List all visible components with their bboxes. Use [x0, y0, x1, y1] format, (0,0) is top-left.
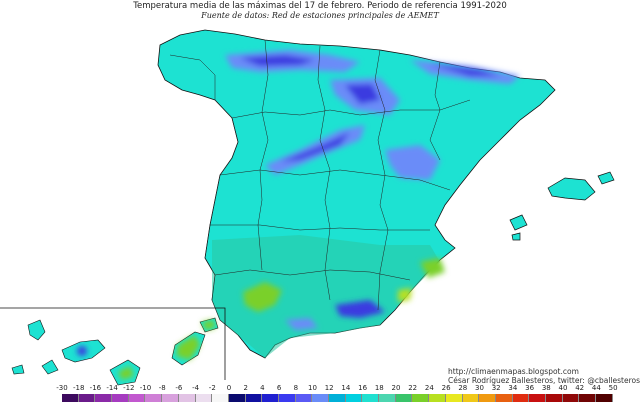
legend-swatch — [312, 394, 329, 402]
legend-tick-label: 18 — [374, 384, 384, 392]
legend-swatch — [529, 394, 546, 402]
legend-swatch — [412, 394, 430, 402]
legend-tick-label: 34 — [508, 384, 518, 392]
legend-swatch — [512, 394, 530, 402]
legend-swatch — [479, 394, 496, 402]
legend-swatch — [462, 394, 480, 402]
legend-swatch — [429, 394, 446, 402]
legend-tick-label: -12 — [123, 384, 135, 392]
legend-swatch — [545, 394, 563, 402]
legend-swatch — [162, 394, 179, 402]
legend-tick-label: 36 — [525, 384, 535, 392]
balearic-islands — [509, 171, 615, 241]
legend-tick-label: 42 — [575, 384, 585, 392]
cold-regions — [225, 50, 520, 330]
legend-swatch — [262, 394, 279, 402]
southern-warm-band — [212, 235, 440, 358]
legend-swatch — [195, 394, 213, 402]
legend-tick-label: -30 — [56, 384, 68, 392]
province-borders — [169, 39, 471, 311]
legend-tick-label: 40 — [558, 384, 568, 392]
legend-tick-label: 28 — [458, 384, 468, 392]
legend-tick-label: 6 — [276, 384, 282, 392]
legend-swatch — [78, 394, 96, 402]
legend-swatch — [228, 394, 246, 402]
legend-tick-label: 16 — [358, 384, 368, 392]
legend-tick-label: 10 — [308, 384, 317, 392]
legend-tick-label: 0 — [226, 384, 232, 392]
legend-tick-label: -8 — [158, 384, 166, 392]
legend-swatch — [345, 394, 363, 402]
legend-swatch — [295, 394, 313, 402]
legend-swatch — [245, 394, 263, 402]
legend-swatch — [95, 394, 113, 402]
legend-tick-label: 26 — [441, 384, 451, 392]
legend-tick-label: 8 — [293, 384, 299, 392]
legend-swatch — [395, 394, 413, 402]
legend-tick-label: 24 — [424, 384, 434, 392]
map-title: Temperatura media de las máximas del 17 … — [133, 1, 507, 11]
legend-swatch — [145, 394, 163, 402]
legend-swatch — [329, 394, 346, 402]
legend-swatch — [128, 394, 146, 402]
color-scale-legend — [62, 394, 613, 402]
legend-tick-label: 2 — [243, 384, 248, 392]
legend-tick-label: -16 — [89, 384, 102, 392]
legend-tick-label: -18 — [72, 384, 85, 392]
credit-url: http://climaenmapas.blogspot.com — [448, 367, 579, 376]
legend-swatch — [495, 394, 513, 402]
legend-tick-label: 4 — [260, 384, 265, 392]
legend-tick-label: 50 — [608, 384, 618, 392]
legend-swatch — [178, 394, 196, 402]
legend-tick-label: 30 — [475, 384, 484, 392]
canary-islands-inset — [0, 307, 226, 386]
legend-tick-label: -14 — [106, 384, 118, 392]
legend-swatch — [579, 394, 596, 402]
legend-tick-label: 14 — [341, 384, 351, 392]
legend-tick-label: -2 — [208, 384, 216, 392]
legend-tick-label: 12 — [324, 384, 334, 392]
legend-tick-label: 20 — [391, 384, 401, 392]
map-subtitle: Fuente de datos: Red de estaciones princ… — [201, 11, 439, 20]
legend-swatch — [379, 394, 396, 402]
legend-swatch — [212, 394, 229, 402]
legend-swatch — [445, 394, 463, 402]
legend-tick-labels: -30 -18 -16 -14 -12 -10 -8 -6 -4 -2 0 2 4 6 8 10 12 14 16 1… — [56, 384, 638, 394]
legend-tick-label: 38 — [541, 384, 551, 392]
legend-tick-label: -4 — [192, 384, 200, 392]
legend-tick-label: 32 — [491, 384, 501, 392]
legend-tick-label: 44 — [591, 384, 601, 392]
legend-swatch — [62, 394, 79, 402]
legend-swatch — [596, 394, 613, 402]
warm-regions — [243, 258, 445, 312]
legend-swatch — [112, 394, 129, 402]
legend-swatch — [362, 394, 380, 402]
legend-swatch — [278, 394, 296, 402]
legend-tick-label: -6 — [175, 384, 183, 392]
legend-tick-label: -10 — [139, 384, 152, 392]
credit-author: César Rodríguez Ballesteros, twitter: @c… — [448, 376, 640, 385]
legend-swatch — [562, 394, 580, 402]
legend-tick-label: 22 — [408, 384, 418, 392]
